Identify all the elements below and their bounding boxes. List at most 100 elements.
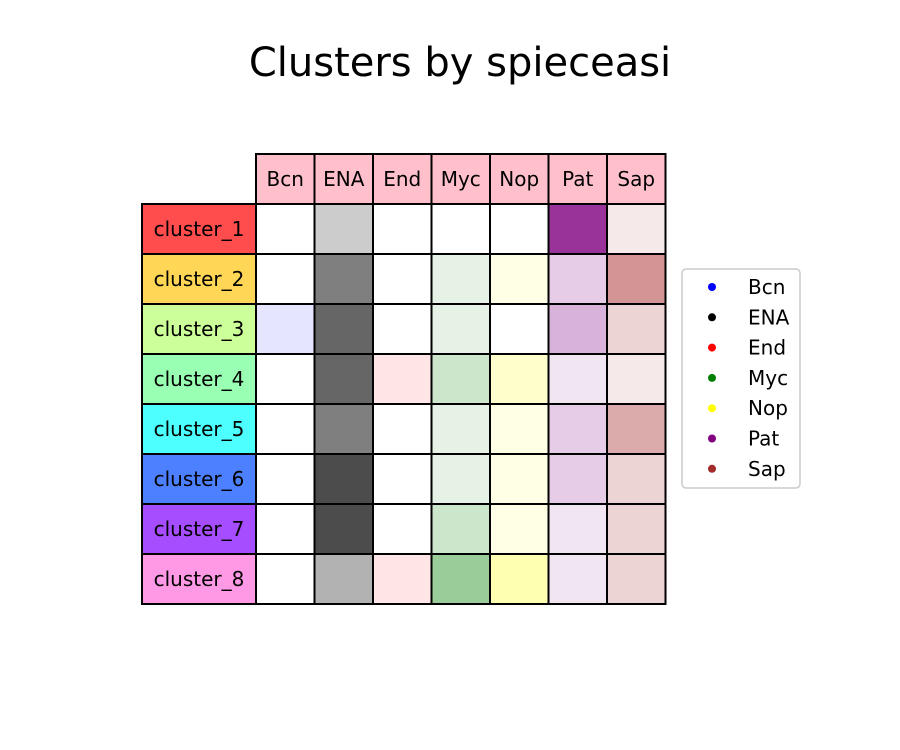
heatmap-cell [489,453,550,505]
heatmap-cell [372,253,433,305]
heatmap-cell [430,253,491,305]
heatmap-cell [430,453,491,505]
legend: Bcn ENA End Myc Nop Pat Sap [681,268,801,489]
column-header-row: Bcn ENA End Myc Nop Pat Sap [255,153,667,205]
heatmap-cell [313,403,374,455]
column-header-label: Bcn [267,167,304,191]
heatmap-cell [430,403,491,455]
heatmap-cell [547,353,608,405]
heatmap-cell-bg [547,403,608,455]
heatmap-cell [255,253,316,305]
row-label: cluster_6 [154,467,245,491]
column-header-label: Myc [441,167,481,191]
heatmap-cell [313,553,374,605]
column-header-label: End [383,167,421,191]
heatmap-cell [489,503,550,555]
heatmap-cell-bg [489,453,550,505]
heatmap-cell [255,203,316,255]
heatmap-cell [372,553,433,605]
column-header-label: Pat [562,167,593,191]
legend-label: Sap [748,457,786,481]
heatmap-cell [606,453,667,505]
heatmap-cell [489,303,550,355]
heatmap-cell [606,203,667,255]
legend-marker [708,404,716,413]
row-label-cell [141,403,257,455]
row-label: cluster_8 [154,567,245,591]
legend-box [681,268,801,489]
legend-marker [708,373,716,382]
heatmap-cell [547,553,608,605]
row-label: cluster_2 [154,267,245,291]
heatmap-cell [547,453,608,505]
heatmap-cell [313,303,374,355]
heatmap-cell [255,303,316,355]
heatmap-cell [606,303,667,355]
column-header-cell [255,153,316,205]
heatmap-cell [313,203,374,255]
heatmap-cell [313,253,374,305]
heatmap-cell-bg [430,553,491,605]
heatmap-cell-bg [547,353,608,405]
heatmap-cell [489,203,550,255]
heatmap-cell [255,353,316,405]
heatmap-cell [547,503,608,555]
heatmap-cell [430,553,491,605]
heatmap-cell-bg [430,503,491,555]
heatmap-cell [372,453,433,505]
row-label: cluster_4 [154,367,245,391]
heatmap-cell [255,503,316,555]
row-label: cluster_1 [154,217,245,241]
heatmap-cell-bg [313,553,374,605]
column-header-label: ENA [323,167,365,191]
heatmap-cell [372,403,433,455]
heatmap-cell [547,303,608,355]
heatmap-cell-bg [489,203,550,255]
heatmap-cell [489,353,550,405]
column-header-cell [547,153,608,205]
legend-label: ENA [748,305,790,329]
heatmap-cell [313,453,374,505]
row-label-cell [141,203,257,255]
heatmap-grid [255,203,667,605]
heatmap-cell [489,253,550,305]
heatmap-cell [547,253,608,305]
legend-marker [708,313,716,322]
heatmap-cell [430,503,491,555]
heatmap-cell [606,353,667,405]
heatmap-cell [606,553,667,605]
row-label-column: cluster_1 cluster_2 cluster_3 cluster_4clus… [141,203,257,605]
legend-label: Pat [748,427,779,451]
heatmap-cell [313,503,374,555]
legend-label: End [748,336,786,360]
heatmap-cell [372,503,433,555]
heatmap-cell [313,353,374,405]
heatmap-cell [372,303,433,355]
heatmap-cell [606,253,667,305]
row-label-cell [141,503,257,555]
column-header-label: Nop [499,167,539,191]
legend-marker [708,343,716,352]
column-header-label: Sap [617,167,655,191]
heatmap-cell [430,353,491,405]
heatmap-cell [606,403,667,455]
legend-marker [708,464,716,473]
chart-title: Clusters by spieceasi [249,40,671,86]
row-label-cell [141,303,257,355]
heatmap-cell [430,203,491,255]
legend-label: Bcn [748,275,785,299]
legend-marker [708,434,716,443]
legend-label: Nop [748,396,788,420]
heatmap-cell [489,403,550,455]
row-label: cluster_3 [154,317,245,341]
heatmap-cell [372,353,433,405]
heatmap-cell [255,453,316,505]
row-label: cluster_7 [154,517,245,541]
heatmap-cell-bg [606,303,667,355]
legend-label: Myc [748,366,788,390]
heatmap-cell [606,503,667,555]
heatmap-cell [489,553,550,605]
heatmap-cell-bg [430,203,491,255]
legend-marker [708,283,716,291]
